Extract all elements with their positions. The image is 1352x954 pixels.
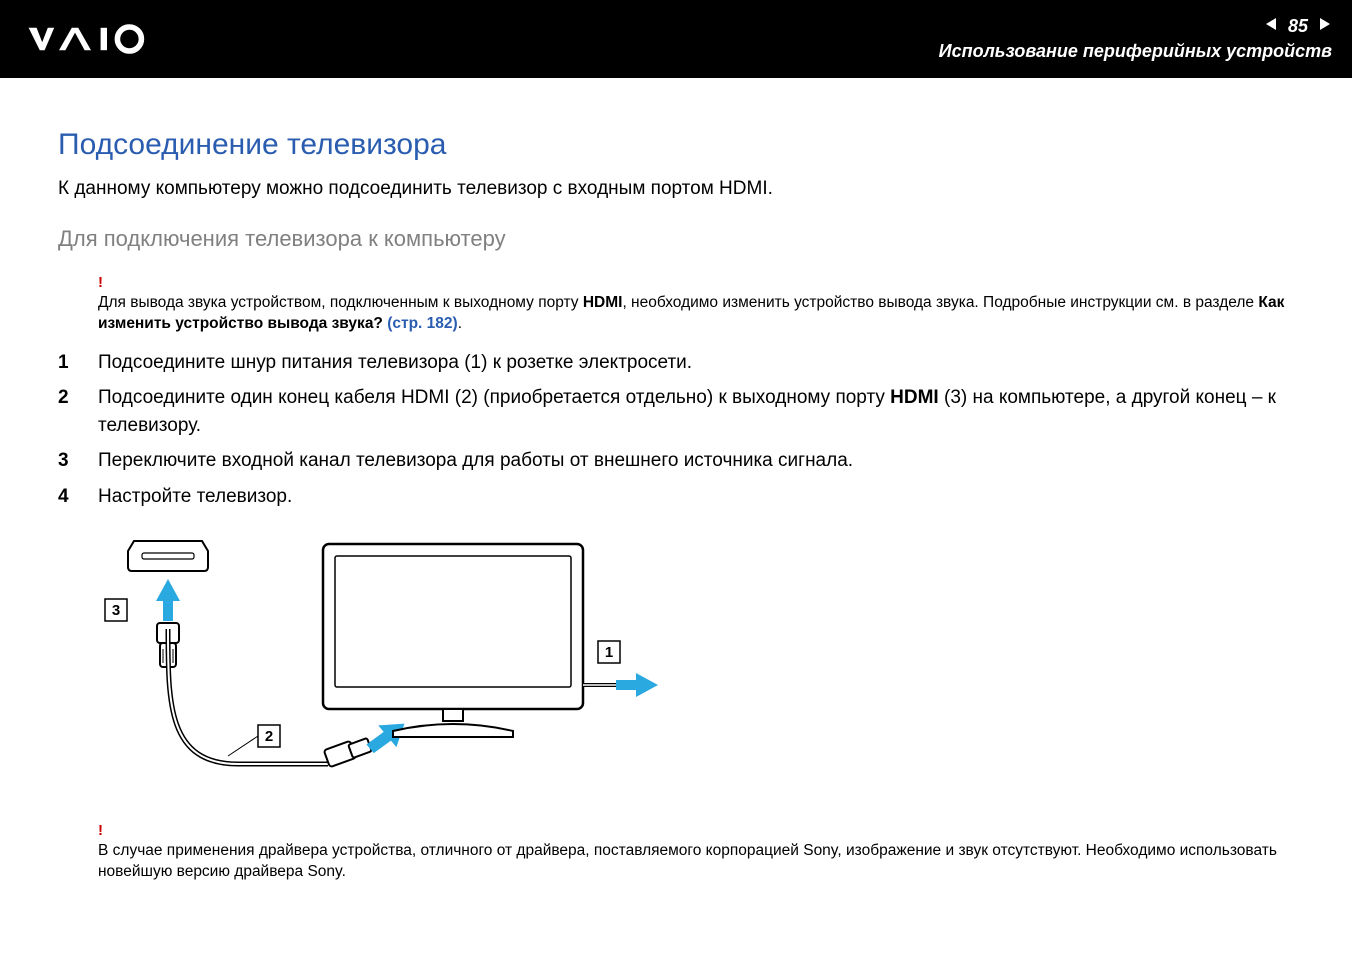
step-4-text: Настройте телевизор. <box>98 483 1294 511</box>
step-2-text: Подсоедините один конец кабеля HDMI (2) … <box>98 384 1294 439</box>
warning-2: ! В случае применения драйвера устройств… <box>98 822 1294 883</box>
breadcrumb: Использование периферийных устройств <box>939 41 1332 62</box>
page-number: 85 <box>1288 16 1308 37</box>
svg-text:1: 1 <box>605 644 613 661</box>
step-4: 4 Настройте телевизор. <box>58 483 1294 511</box>
warning-mark-icon: ! <box>98 274 1294 291</box>
steps-list: 1 Подсоедините шнур питания телевизора (… <box>58 349 1294 511</box>
connection-diagram: 1 2 3 <box>98 529 1294 804</box>
step-2-number: 2 <box>58 384 98 412</box>
step-3: 3 Переключите входной канал телевизора д… <box>58 447 1294 475</box>
section-subtitle: Для подключения телевизора к компьютеру <box>58 226 1294 252</box>
warning-1: ! Для вывода звука устройством, подключе… <box>98 274 1294 335</box>
prev-page-arrow[interactable] <box>1264 16 1280 37</box>
warning-mark-icon: ! <box>98 822 1294 839</box>
svg-text:2: 2 <box>265 728 273 745</box>
warning-2-text: В случае применения драйвера устройства,… <box>98 841 1294 883</box>
step-2: 2 Подсоедините один конец кабеля HDMI (2… <box>58 384 1294 439</box>
step-3-number: 3 <box>58 447 98 475</box>
warning-1-pre: Для вывода звука устройством, подключенн… <box>98 294 583 311</box>
warning-1-post: . <box>458 315 462 332</box>
step-1: 1 Подсоедините шнур питания телевизора (… <box>58 349 1294 377</box>
step-4-number: 4 <box>58 483 98 511</box>
step-2-pre: Подсоедините один конец кабеля HDMI (2) … <box>98 387 890 408</box>
step-1-text: Подсоедините шнур питания телевизора (1)… <box>98 349 1294 377</box>
page-header: 85 Использование периферийных устройств <box>0 0 1352 78</box>
page-content: Подсоединение телевизора К данному компь… <box>0 78 1352 954</box>
pager: 85 <box>1264 16 1332 37</box>
page-title: Подсоединение телевизора <box>58 128 1294 162</box>
next-page-arrow[interactable] <box>1316 16 1332 37</box>
page-link-182[interactable]: (стр. 182) <box>387 315 457 332</box>
step-3-text: Переключите входной канал телевизора для… <box>98 447 1294 475</box>
vaio-logo <box>24 23 174 55</box>
warning-1-bold1: HDMI <box>583 294 623 311</box>
step-1-number: 1 <box>58 349 98 377</box>
intro-text: К данному компьютеру можно подсоединить … <box>58 178 1294 200</box>
svg-text:3: 3 <box>112 602 120 619</box>
warning-1-text: Для вывода звука устройством, подключенн… <box>98 293 1294 335</box>
step-2-bold: HDMI <box>890 387 939 408</box>
warning-1-mid: , необходимо изменить устройство вывода … <box>622 294 1258 311</box>
